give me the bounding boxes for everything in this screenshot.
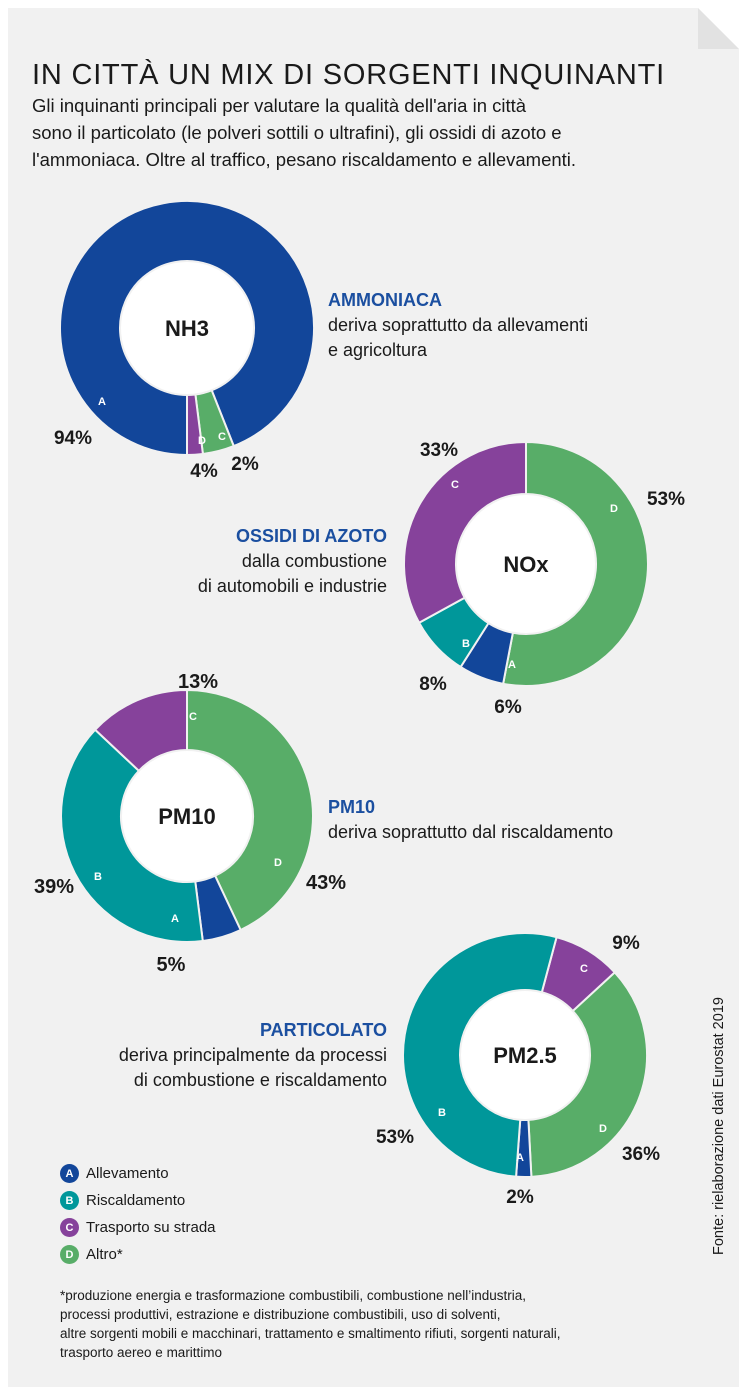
- slice-percentage-label: 94%: [54, 428, 92, 449]
- nh3-description: AMMONIACA deriva soprattutto da allevame…: [328, 288, 588, 363]
- slice-letter-label: A: [98, 396, 106, 408]
- donut-center-label: NOx: [503, 552, 549, 577]
- slice-percentage-label: 53%: [647, 489, 685, 510]
- intro-line: sono il particolato (le polveri sottili …: [32, 122, 562, 143]
- donut-slice-nh3-a: [59, 200, 315, 457]
- donut-slice-pm10-c: [93, 688, 188, 773]
- pm25-description: PARTICOLATO deriva principalmente da pro…: [119, 1018, 387, 1093]
- slice-percentage-label: 2%: [231, 454, 259, 475]
- slice-letter-label: D: [599, 1123, 607, 1135]
- slice-percentage-label: 5%: [157, 954, 186, 976]
- source-note: Fonte: rielaborazione dati Eurostat 2019: [711, 997, 727, 1255]
- donut-hole: [121, 262, 253, 394]
- pm25-heading: PARTICOLATO: [260, 1020, 387, 1040]
- legend-item-c: C Trasporto su strada: [60, 1214, 216, 1241]
- slice-letter-label: C: [451, 479, 459, 491]
- nh3-heading: AMMONIACA: [328, 290, 442, 310]
- intro-line: l'ammoniaca. Oltre al traffico, pesano r…: [32, 149, 577, 170]
- slice-percentage-label: 39%: [34, 876, 74, 898]
- footnote-line: *produzione energia e trasformazione com…: [60, 1288, 527, 1303]
- pm25-description-line: di combustione e riscaldamento: [133, 1070, 387, 1090]
- legend-badge-b: B: [60, 1191, 79, 1210]
- donut-slice-nox-d: [501, 440, 649, 687]
- nox-description-line: di automobili e industrie: [197, 576, 387, 596]
- donut-center-label: PM2.5: [493, 1043, 557, 1068]
- slice-letter-label: D: [610, 503, 618, 515]
- pm10-heading: PM10: [328, 797, 376, 817]
- slice-letter-label: B: [462, 638, 470, 650]
- slice-letter-label: D: [274, 857, 282, 869]
- slice-letter-label: A: [508, 659, 516, 671]
- donut-center-label: NH3: [165, 316, 209, 341]
- slice-letter-label: A: [171, 913, 179, 925]
- pm10-description-line: deriva soprattutto dal riscaldamento: [328, 822, 614, 842]
- intro-text: Gli inquinanti principali per valutare l…: [32, 92, 692, 173]
- footnote: *produzione energia e trasformazione com…: [60, 1286, 720, 1362]
- legend-badge-d: D: [60, 1245, 79, 1264]
- slice-percentage-label: 13%: [178, 671, 218, 693]
- donut-hole: [457, 495, 595, 633]
- slice-letter-label: A: [516, 1152, 524, 1164]
- slice-percentage-label: 33%: [420, 440, 458, 461]
- nox-description: OSSIDI DI AZOTO dalla combustione di aut…: [198, 524, 387, 599]
- slice-letter-label: C: [189, 711, 197, 723]
- donut-slice-pm10-d: [186, 688, 314, 932]
- slice-percentage-label: 2%: [506, 1187, 534, 1208]
- donut-slice-nh3-c: [186, 393, 205, 457]
- legend-label: Allevamento: [86, 1165, 169, 1182]
- slice-letter-label: B: [438, 1107, 446, 1119]
- nox-description-line: dalla combustione: [241, 551, 387, 571]
- slice-letter-label: C: [580, 963, 588, 975]
- slice-letter-label: B: [94, 871, 102, 883]
- donut-center-label: PM10: [158, 804, 215, 829]
- legend-label: Riscaldamento: [86, 1192, 186, 1209]
- slice-percentage-label: 53%: [376, 1127, 414, 1148]
- nh3-description-line: e agricoltura: [328, 340, 428, 360]
- pm10-description: PM10 deriva soprattutto dal riscaldament…: [328, 795, 613, 845]
- legend-item-b: B Riscaldamento: [60, 1187, 216, 1214]
- nox-heading: OSSIDI DI AZOTO: [235, 526, 387, 546]
- legend: A Allevamento B Riscaldamento C Trasport…: [60, 1160, 216, 1268]
- donut-slice-pm25-b: [402, 932, 558, 1178]
- slice-letter-label: C: [218, 431, 226, 443]
- legend-item-a: A Allevamento: [60, 1160, 216, 1187]
- slice-letter-label: D: [198, 435, 206, 447]
- slice-percentage-label: 9%: [612, 933, 640, 954]
- footnote-line: processi produttivi, estrazione e distri…: [60, 1307, 501, 1322]
- pm25-description-line: deriva principalmente da processi: [118, 1045, 387, 1065]
- legend-badge-c: C: [60, 1218, 79, 1237]
- legend-label: Altro*: [86, 1246, 123, 1263]
- slice-percentage-label: 8%: [419, 674, 447, 695]
- slice-percentage-label: 43%: [306, 872, 346, 894]
- page-title: IN CITTÀ UN MIX DI SORGENTI INQUINANTI: [32, 59, 665, 92]
- legend-item-d: D Altro*: [60, 1241, 216, 1268]
- intro-line: Gli inquinanti principali per valutare l…: [32, 95, 527, 116]
- footnote-line: trasporto aereo e marittimo: [60, 1345, 223, 1360]
- donut-slice-nox-c: [403, 440, 527, 625]
- slice-percentage-label: 36%: [622, 1144, 660, 1165]
- donut-slice-pm25-d: [527, 971, 648, 1178]
- legend-label: Trasporto su strada: [86, 1219, 216, 1236]
- donut-hole: [461, 991, 589, 1119]
- nh3-description-line: deriva soprattutto da allevamenti: [328, 315, 589, 335]
- slice-percentage-label: 6%: [494, 697, 522, 718]
- donut-hole: [122, 751, 252, 881]
- slice-percentage-label: 4%: [190, 461, 218, 482]
- donut-slice-pm10-b: [60, 728, 204, 943]
- footnote-line: altre sorgenti mobili e macchinari, trat…: [60, 1326, 561, 1341]
- legend-badge-a: A: [60, 1164, 79, 1183]
